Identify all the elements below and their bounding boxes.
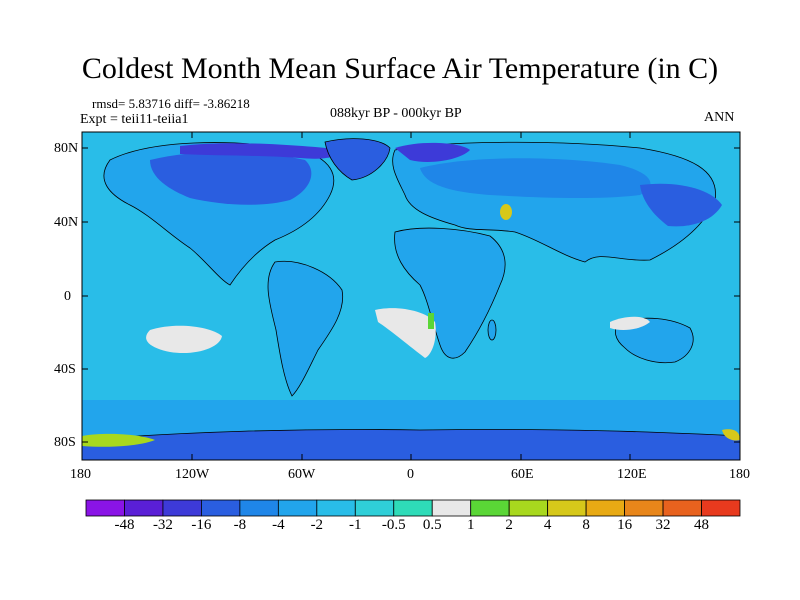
- lon-tick-label: 120E: [617, 467, 647, 482]
- indian-ocean-near-zero-patch: [610, 316, 650, 330]
- lon-tick-label: 60W: [288, 467, 316, 482]
- colorbar-swatch: [354, 499, 395, 517]
- lat-tick-label: 40S: [54, 362, 76, 377]
- colorbar-swatch: [85, 499, 125, 517]
- east-asia-cold-region: [640, 183, 722, 227]
- colorbar-label: -1: [349, 517, 362, 533]
- colorbar-swatch: [162, 499, 202, 517]
- colorbar-swatch: [277, 499, 318, 517]
- lat-tick-label: 0: [64, 289, 71, 304]
- period-label: 088kyr BP - 000kyr BP: [330, 106, 462, 121]
- southwest-africa-warm-strip: [428, 313, 434, 329]
- colorbar-label: -4: [272, 517, 285, 533]
- colorbar-label: -2: [310, 517, 324, 533]
- ross-sea-warm-patch: [82, 433, 155, 447]
- colorbar-label: -48: [114, 517, 135, 533]
- plot-title: Coldest Month Mean Surface Air Temperatu…: [81, 52, 719, 85]
- canada-cold-region: [150, 151, 312, 205]
- colorbar-swatch: [201, 499, 241, 517]
- stats-text: rmsd= 5.83716 diff= -3.86218: [92, 96, 250, 111]
- lat-tick-label: 40N: [54, 215, 79, 230]
- colorbar-label: -8: [233, 517, 247, 533]
- colorbar-label: 4: [543, 517, 552, 533]
- colorbar-label: 32: [655, 517, 671, 533]
- barents-cold-region: [395, 142, 470, 162]
- colorbar-swatch: [624, 499, 664, 517]
- arctic-cold-region: [180, 143, 345, 159]
- lat-tick-label: 80N: [54, 141, 79, 156]
- experiment-label: Expt = teii11-teiia1: [80, 112, 189, 127]
- colorbar-swatch: [585, 499, 625, 517]
- south-america-region: [267, 260, 344, 397]
- colorbar-label: 0.5: [422, 517, 442, 533]
- greenland-region: [324, 138, 391, 181]
- colorbar-swatch: [431, 499, 472, 517]
- africa-region: [394, 227, 506, 359]
- colorbar-swatch: [508, 499, 549, 517]
- colorbar-swatch: [393, 499, 433, 517]
- siberia-cold-region: [420, 158, 651, 199]
- colorbar-label: -16: [191, 517, 212, 533]
- map-ticks: [81, 132, 741, 460]
- colorbar-swatch: [470, 499, 510, 517]
- colorbar-label: 8: [582, 517, 590, 533]
- colorbar-swatch: [662, 499, 702, 517]
- weddell-warm-patch: [722, 429, 740, 441]
- australia-region: [615, 317, 694, 364]
- madagascar: [487, 319, 497, 341]
- lon-tick-label: 60E: [511, 467, 534, 482]
- colorbar-label: -32: [152, 517, 173, 533]
- caspian-warm-anomaly: [500, 204, 512, 220]
- season-label: ANN: [704, 110, 735, 125]
- antarctica-region: [81, 429, 741, 461]
- colorbar-swatch: [239, 499, 279, 517]
- lon-tick-label: 180: [729, 467, 750, 482]
- map-panel: [81, 131, 741, 461]
- colorbar-swatch: [316, 499, 356, 517]
- lon-tick-label: 0: [407, 467, 414, 482]
- colorbar-label: 48: [694, 517, 710, 533]
- lon-tick-label: 180: [70, 467, 91, 482]
- colorbar-swatch: [124, 499, 164, 517]
- colorbar-label: -0.5: [381, 517, 406, 533]
- colorbar-label: 2: [505, 517, 513, 533]
- south-pacific-near-zero-patch: [146, 325, 222, 354]
- lon-tick-label: 120W: [175, 467, 210, 482]
- lat-tick-label: 80S: [54, 435, 76, 450]
- south-atlantic-near-zero-patch: [375, 308, 436, 358]
- colorbar-swatch: [547, 499, 587, 517]
- colorbar-label: 1: [466, 517, 475, 533]
- colorbar: [85, 499, 741, 517]
- colorbar-label: 16: [617, 517, 633, 533]
- colorbar-swatch: [701, 499, 741, 517]
